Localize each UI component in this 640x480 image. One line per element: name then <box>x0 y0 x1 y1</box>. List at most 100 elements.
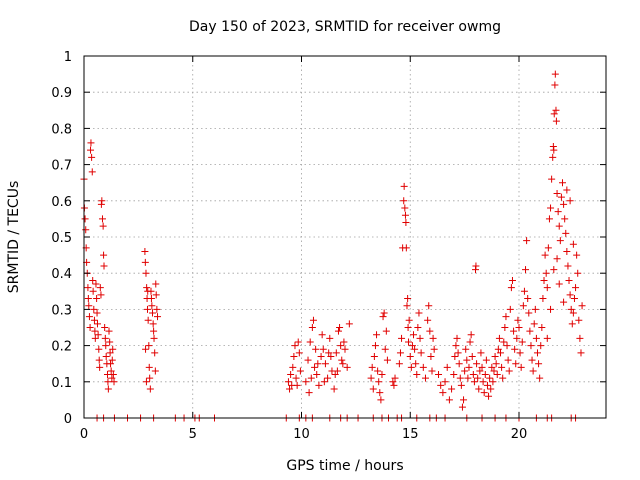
y-tick-label: 1 <box>64 50 72 65</box>
data-point <box>499 374 507 382</box>
data-point <box>417 349 425 357</box>
data-point <box>292 374 300 382</box>
data-point <box>551 70 559 78</box>
data-point <box>408 342 416 350</box>
data-point <box>480 389 488 397</box>
data-point <box>520 287 528 295</box>
data-point <box>102 352 110 360</box>
data-point <box>402 219 410 227</box>
data-point <box>295 349 303 357</box>
data-point <box>395 360 403 368</box>
data-point <box>318 331 326 339</box>
data-point <box>530 320 538 328</box>
data-point <box>333 367 341 375</box>
data-point <box>559 179 566 187</box>
data-point <box>144 287 152 295</box>
data-point <box>97 291 105 299</box>
data-point <box>379 313 387 321</box>
data-point <box>416 334 424 342</box>
data-point <box>567 305 575 313</box>
data-point <box>454 349 462 357</box>
data-point <box>95 345 103 353</box>
data-point <box>321 360 329 368</box>
x-tick-label: 20 <box>511 427 528 442</box>
data-point <box>573 251 581 259</box>
axis-ticks <box>83 55 606 419</box>
data-point <box>565 276 573 284</box>
data-point <box>81 215 89 223</box>
data-point <box>472 262 480 270</box>
data-point <box>294 338 302 346</box>
data-point <box>93 320 101 328</box>
data-point <box>487 385 495 393</box>
data-point <box>501 324 509 331</box>
data-point <box>306 338 314 346</box>
data-point <box>550 146 558 154</box>
data-point <box>503 342 511 350</box>
data-point <box>554 208 562 216</box>
data-point <box>452 342 460 350</box>
data-point <box>369 385 377 393</box>
data-point <box>146 374 154 382</box>
data-point <box>443 363 451 371</box>
data-point <box>84 284 92 292</box>
data-point <box>380 309 388 317</box>
data-point <box>460 396 468 404</box>
data-point <box>373 331 381 339</box>
data-point <box>104 378 112 386</box>
data-point <box>149 309 157 317</box>
data-point <box>341 345 349 353</box>
data-point <box>457 381 465 389</box>
data-point <box>413 371 421 379</box>
data-point <box>527 342 535 350</box>
data-point <box>445 396 453 404</box>
data-point <box>563 186 571 194</box>
data-point <box>450 371 458 379</box>
data-point <box>145 342 153 350</box>
data-point <box>564 262 572 270</box>
x-tick-labels: 0 5 10 15 20 <box>80 427 527 442</box>
data-point <box>142 345 150 353</box>
data-point <box>104 385 112 393</box>
data-point <box>435 371 443 379</box>
data-point <box>149 320 157 328</box>
data-point <box>84 295 92 303</box>
data-point <box>483 381 491 389</box>
y-tick-label: 0.2 <box>51 340 72 355</box>
data-point <box>396 349 404 357</box>
y-tick-label: 0 <box>64 412 72 427</box>
data-point <box>144 316 152 324</box>
data-point <box>547 305 555 313</box>
data-point <box>106 349 114 357</box>
data-point <box>313 371 321 379</box>
data-point <box>311 363 319 371</box>
data-point <box>381 345 389 353</box>
data-point <box>109 345 117 353</box>
data-point <box>545 215 553 223</box>
data-point <box>312 345 320 353</box>
data-point <box>93 295 101 303</box>
data-point <box>475 385 483 393</box>
data-point <box>549 153 557 161</box>
data-point <box>466 338 474 346</box>
data-point <box>400 182 408 190</box>
data-point <box>518 338 526 346</box>
data-point <box>467 331 475 339</box>
data-point <box>555 222 563 230</box>
data-point <box>88 153 96 161</box>
data-point <box>424 316 432 324</box>
data-point <box>562 229 570 237</box>
data-point <box>296 367 304 375</box>
data-point <box>468 352 476 360</box>
data-point <box>145 363 153 371</box>
data-point <box>307 374 315 382</box>
data-point <box>309 316 317 324</box>
data-point <box>563 247 571 255</box>
y-tick-label: 0.3 <box>51 303 72 318</box>
data-point <box>485 392 493 400</box>
data-point <box>110 378 118 386</box>
data-point <box>315 381 323 389</box>
data-point <box>539 295 547 303</box>
data-point <box>91 327 99 335</box>
data-point <box>439 389 447 397</box>
